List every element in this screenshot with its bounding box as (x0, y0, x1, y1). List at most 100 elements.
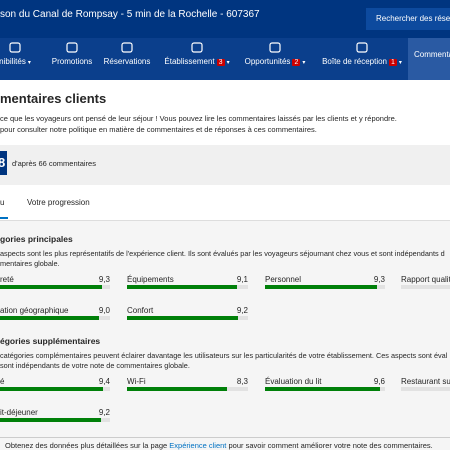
category-name: ation géographique (0, 306, 69, 315)
score-track (401, 285, 450, 289)
nav-item[interactable]: nibilités ▾ (0, 38, 40, 80)
nav-label: Réservations (103, 57, 151, 66)
intro-line: ce que les voyageurs ont pensé de leur s… (0, 114, 397, 123)
nav-label-row: Promotions (48, 57, 96, 66)
property-name: son du Canal de Rompsay - 5 min de la Ro… (0, 9, 260, 20)
nav-item[interactable]: Promotions (48, 38, 96, 80)
nav-icon (191, 42, 203, 53)
nav-icon (9, 42, 21, 53)
section-desc: mentaires globale. (0, 259, 60, 268)
nav-label: Promotions (51, 57, 93, 66)
nav-caret: ▾ (302, 60, 306, 66)
nav-label: nibilités (0, 57, 26, 66)
nav-item[interactable]: Opportunités 2 ▾ (240, 38, 310, 80)
tab[interactable]: Votre progression (27, 198, 90, 207)
intro: mentaires clients ce que les voyageurs o… (0, 80, 450, 145)
footer-link[interactable]: Expérience client (169, 441, 227, 450)
section-title: gories principales (0, 234, 73, 244)
category-score: 9,3 (98, 275, 110, 284)
nav-icon (356, 42, 368, 53)
search-text: Rechercher des réser (376, 14, 450, 23)
category-name: é (0, 377, 5, 386)
category-name: Évaluation du lit (265, 377, 322, 386)
sections: gories principales aspects sont les plus … (0, 221, 450, 450)
section-desc: sont indépendants de votre note de comme… (0, 361, 190, 370)
score-track (0, 418, 110, 422)
separator (0, 437, 450, 438)
section-desc: catégories complémentaires peuvent éclai… (0, 351, 448, 360)
score-track (0, 387, 110, 391)
nav-caret: ▾ (27, 60, 31, 66)
score-bar (265, 285, 377, 289)
nav-item[interactable]: Commenta (408, 38, 450, 80)
category-name: Équipements (127, 275, 174, 284)
score-bar (265, 387, 381, 391)
nav-item[interactable]: Boîte de réception 1 ▾ (318, 38, 406, 80)
category-score: 9,4 (98, 377, 110, 386)
score-bar (0, 285, 103, 289)
score-track (0, 285, 110, 289)
score-track (265, 285, 385, 289)
score-track (127, 316, 248, 320)
score-track (401, 387, 450, 391)
category-name: Restaurant sur pl (401, 377, 450, 386)
nav-label: Commenta (414, 50, 450, 59)
nav-caret: ▾ (226, 60, 230, 66)
score-bar (0, 418, 102, 422)
category-score: 8,3 (236, 377, 248, 386)
nav-label-row: Boîte de réception 1 ▾ (318, 57, 406, 66)
score-box: 8 (0, 151, 7, 175)
category-score: 9,6 (373, 377, 385, 386)
footer-text: pour savoir comment améliorer votre note… (226, 441, 433, 450)
category-score: 9,2 (236, 306, 248, 315)
score-bar (127, 316, 239, 320)
category-score: 9,3 (373, 275, 385, 284)
tab[interactable]: u (0, 198, 5, 207)
review-count: d'après 66 commentaires (12, 159, 96, 168)
intro-line: pour consulter notre politique en matièr… (0, 125, 317, 134)
score-band: 8 d'après 66 commentaires (0, 145, 450, 185)
category-score: 9,1 (236, 275, 248, 284)
nav-label-row: Commenta (408, 50, 450, 59)
nav-badge: 2 (292, 59, 301, 66)
search-box[interactable]: Rechercher des réser (366, 8, 450, 30)
section-desc: aspects sont les plus représentatifs de … (0, 249, 445, 258)
nav-label-row: nibilités ▾ (0, 57, 40, 66)
category-name: it-déjeuner (0, 408, 38, 417)
tabs: u Votre progression (0, 185, 450, 221)
top-bar: son du Canal de Rompsay - 5 min de la Ro… (0, 0, 450, 38)
category-name: Personnel (265, 275, 302, 284)
nav-label: Opportunités (244, 57, 291, 66)
category-name: Confort (127, 306, 154, 315)
nav-bar: nibilités ▾ Promotions Réservations Établiss… (0, 38, 450, 80)
section-title: égories supplémentaires (0, 336, 101, 346)
nav-icon (121, 42, 133, 53)
nav-label-row: Opportunités 2 ▾ (240, 57, 310, 66)
score-bar (127, 387, 228, 391)
score-bar (0, 316, 99, 320)
category-name: Wi-Fi (127, 377, 146, 386)
tab-underline (0, 217, 8, 219)
score-track (0, 316, 110, 320)
page-title: mentaires clients (0, 91, 107, 106)
nav-badge: 3 (216, 59, 225, 66)
nav-badge: 1 (389, 59, 397, 66)
nav-icon (66, 42, 78, 53)
nav-caret: ▾ (398, 60, 402, 66)
nav-item[interactable]: Établissement 3 ▾ (158, 38, 236, 80)
category-score: 9,0 (98, 306, 110, 315)
category-name: reté (0, 275, 14, 284)
score-track (127, 285, 248, 289)
score-bar (0, 387, 104, 391)
category-score: 9,2 (98, 408, 110, 417)
nav-label: Établissement (164, 57, 215, 66)
score-track (127, 387, 248, 391)
footer-text: Obtenez des données plus détaillées sur … (5, 441, 170, 450)
score-bar (127, 285, 238, 289)
nav-item[interactable]: Réservations (98, 38, 156, 80)
nav-label-row: Réservations (98, 57, 156, 66)
score-track (265, 387, 385, 391)
nav-icon (269, 42, 281, 53)
footer-note: Obtenez des données plus détaillées sur … (5, 441, 433, 450)
